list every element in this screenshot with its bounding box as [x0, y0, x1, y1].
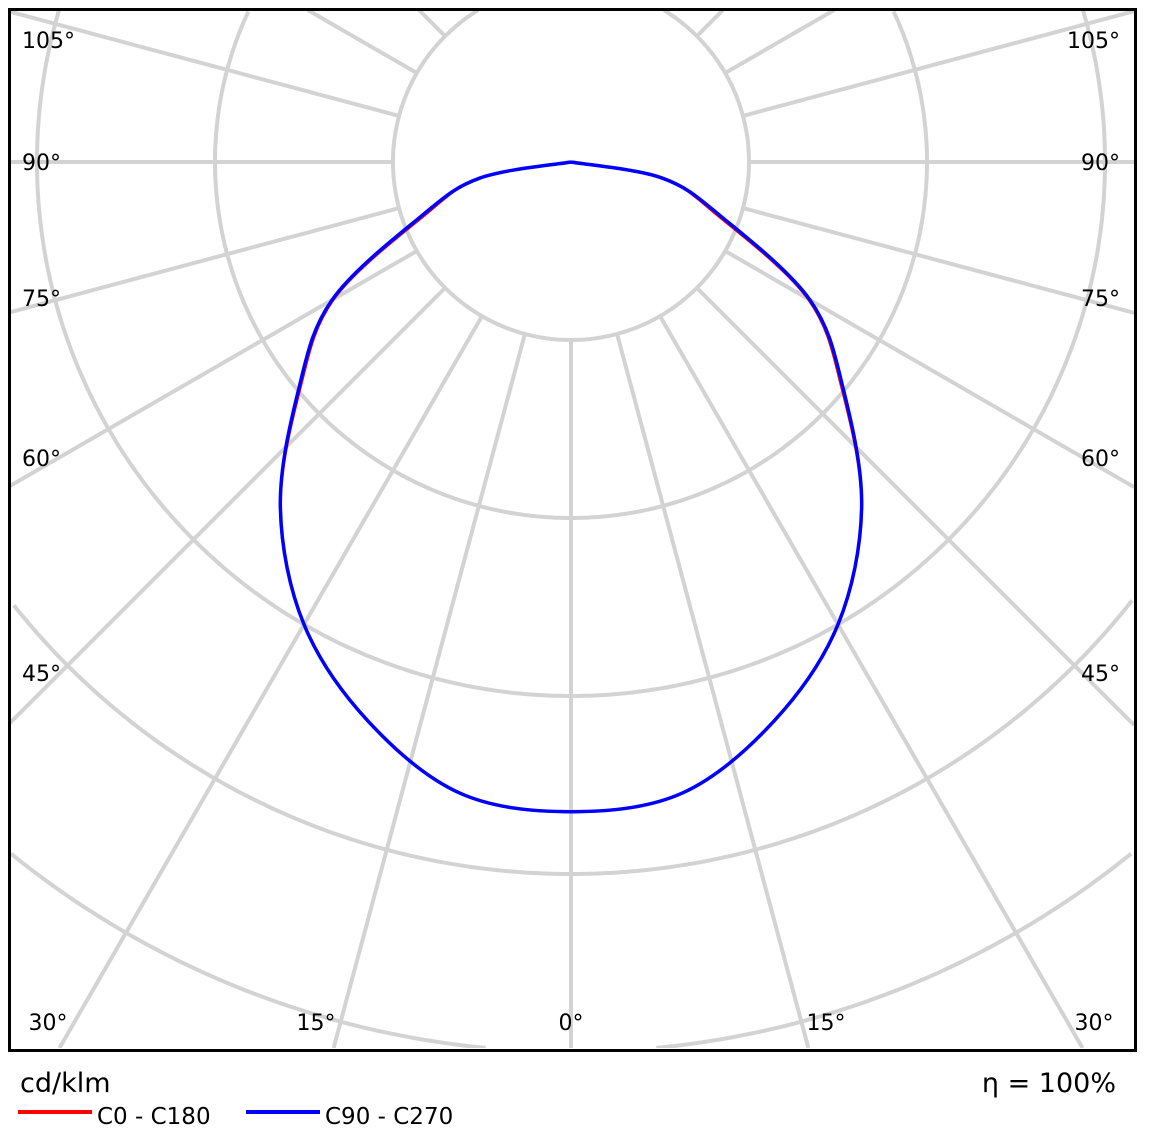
grid-spoke: [57, 315, 484, 1048]
grid-spoke: [742, 10, 1134, 118]
grid-spoke: [417, 10, 447, 38]
grid-ring: [35, 10, 1107, 698]
angle-label-bottom-30-left: 30°: [29, 1011, 68, 1036]
grid-spoke: [10, 286, 447, 725]
angle-label-right-105: 105°: [1067, 29, 1120, 54]
grid-spoke: [306, 10, 418, 75]
legend-label-c0-c180: C0 - C180: [97, 1104, 211, 1130]
angle-label-left-90: 90°: [22, 151, 61, 176]
plot-frame: [8, 8, 1137, 1052]
grid-spoke: [695, 286, 1134, 727]
curves: [278, 160, 864, 814]
angle-label-right-45: 45°: [1081, 662, 1120, 687]
grid-spoke: [724, 249, 1134, 489]
efficiency-label: η = 100%: [982, 1068, 1116, 1099]
polar-grid: [10, 10, 1134, 1048]
grid-ring: [391, 10, 751, 342]
angle-label-bottom-15-left: 15°: [297, 1011, 336, 1036]
angle-label-bottom-30-right: 30°: [1075, 1011, 1114, 1036]
grid-spoke: [742, 206, 1134, 315]
angle-label-right-75: 75°: [1081, 287, 1120, 312]
legend-label-c90-c270: C90 - C270: [325, 1104, 453, 1130]
angle-label-bottom-0: 0°: [559, 1011, 584, 1036]
grid-ring: [12, 599, 1134, 876]
grid-spoke: [695, 10, 725, 38]
angle-label-right-60: 60°: [1081, 447, 1120, 472]
angle-label-left-60: 60°: [22, 447, 61, 472]
angle-label-right-90: 90°: [1081, 151, 1120, 176]
series-curve-c90-c270: [278, 160, 864, 814]
unit-label: cd/klm: [20, 1068, 111, 1099]
angle-label-bottom-15-right: 15°: [807, 1011, 846, 1036]
grid-spoke: [10, 206, 400, 315]
grid-spoke: [10, 10, 400, 118]
angle-label-left-45: 45°: [22, 662, 61, 687]
grid-spoke: [331, 333, 527, 1048]
grid-spoke: [615, 333, 811, 1048]
grid-spoke: [10, 249, 418, 488]
angle-label-left-75: 75°: [22, 287, 61, 312]
grid-ring: [10, 852, 1133, 1048]
grid-spoke: [724, 10, 836, 75]
grid-ring: [213, 10, 929, 520]
angle-label-left-105: 105°: [22, 29, 75, 54]
grid-spoke: [658, 315, 1085, 1048]
